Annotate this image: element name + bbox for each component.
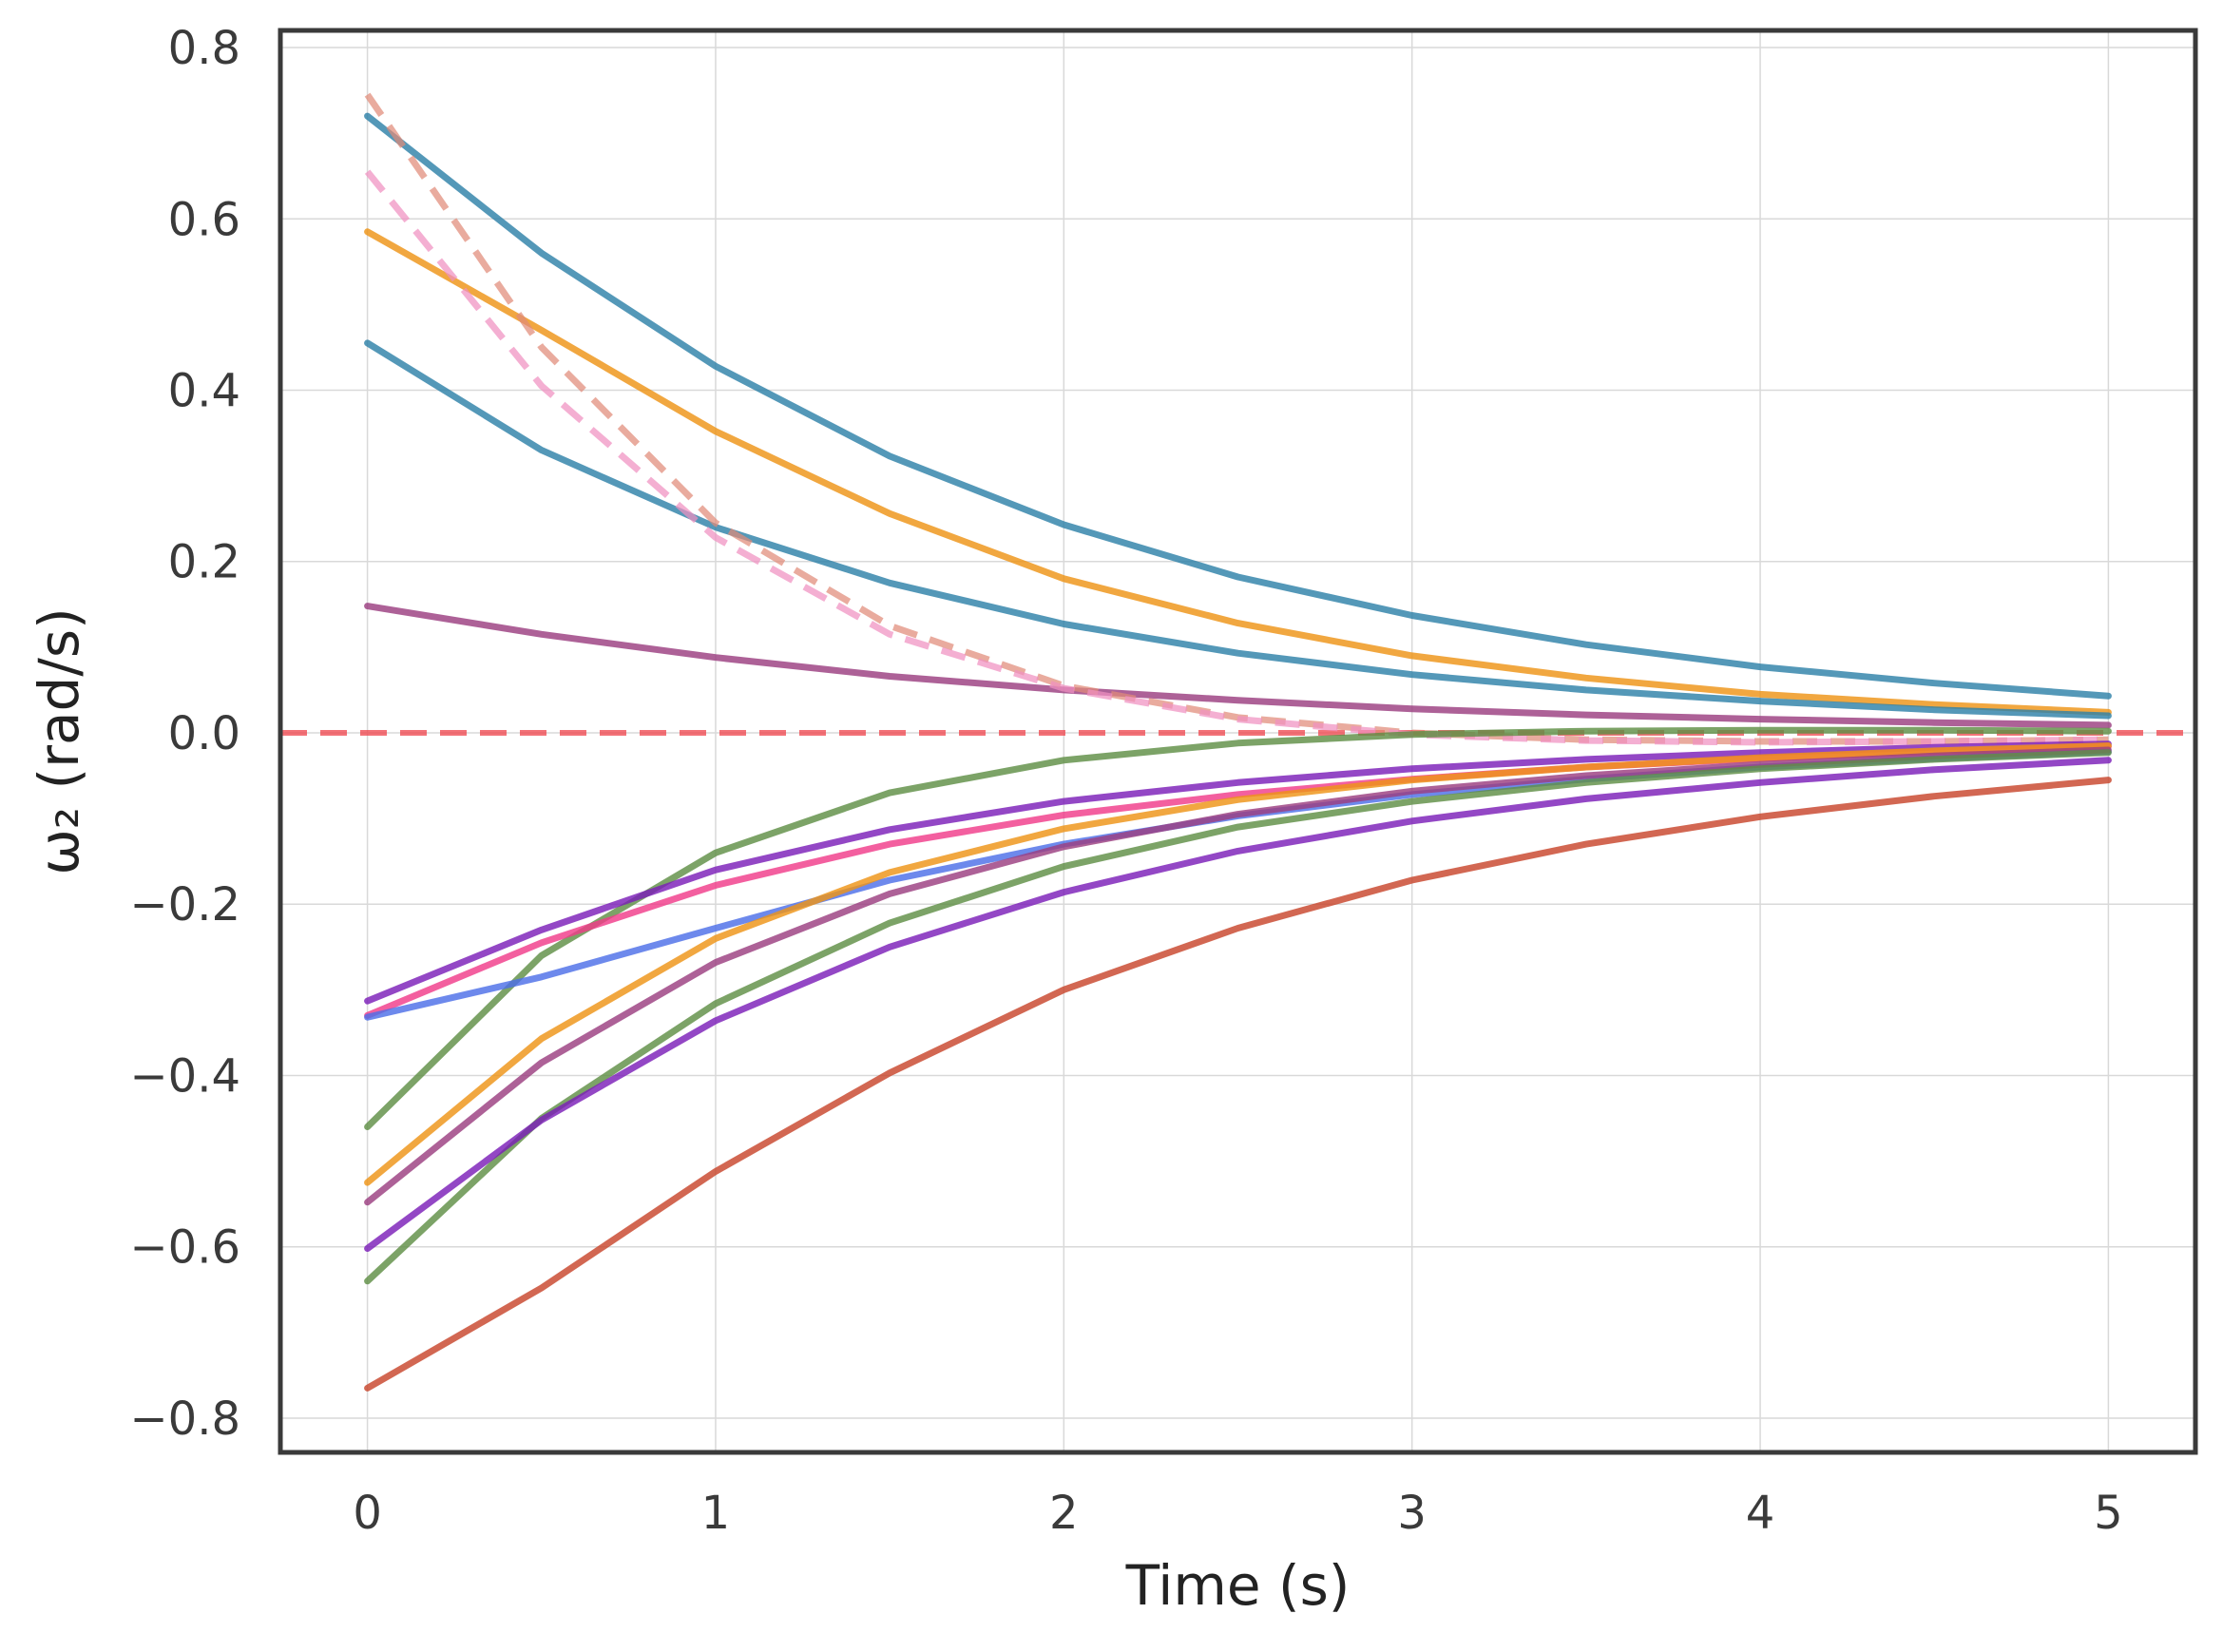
series-line-11 — [364, 742, 2112, 1186]
y-tick-label: −0.8 — [129, 1393, 240, 1446]
x-axis-ticks: 0 1 2 3 4 5 — [353, 1487, 2122, 1540]
series-line-12 — [364, 746, 2112, 1206]
y-tick-label: 0.0 — [168, 707, 240, 760]
series-line-3 — [364, 339, 2112, 720]
y-tick-label: 0.8 — [168, 22, 240, 75]
series-line-6 — [364, 169, 2109, 746]
series-line-13 — [364, 749, 2112, 1285]
y-tick-label: 0.6 — [168, 193, 240, 246]
series-line-4 — [364, 603, 2112, 729]
y-tick-label: 0.2 — [168, 536, 240, 589]
y-tick-label: −0.6 — [129, 1221, 240, 1275]
x-tick-label: 0 — [353, 1487, 382, 1540]
x-tick-label: 3 — [1397, 1487, 1427, 1540]
y-tick-label: −0.2 — [129, 878, 240, 932]
x-tick-label: 4 — [1746, 1487, 1775, 1540]
x-tick-label: 5 — [2094, 1487, 2123, 1540]
series-group — [364, 92, 2112, 1392]
series-line-8 — [364, 740, 2112, 1005]
series-line-15 — [364, 777, 2112, 1392]
y-axis-label: ω₂ (rad/s) — [27, 607, 91, 874]
y-tick-label: 0.4 — [168, 365, 240, 418]
series-line-2 — [364, 228, 2112, 716]
x-tick-label: 1 — [701, 1487, 731, 1540]
x-tick-label: 2 — [1049, 1487, 1079, 1540]
x-axis-label: Time (s) — [1125, 1553, 1351, 1618]
y-axis-ticks: 0.8 0.6 0.4 0.2 0.0 −0.2 −0.4 −0.6 −0.8 — [129, 22, 240, 1446]
series-line-1 — [364, 112, 2112, 700]
series-line-14 — [364, 757, 2112, 1252]
y-tick-label: −0.4 — [129, 1049, 240, 1103]
plot-frame — [278, 28, 2198, 1455]
